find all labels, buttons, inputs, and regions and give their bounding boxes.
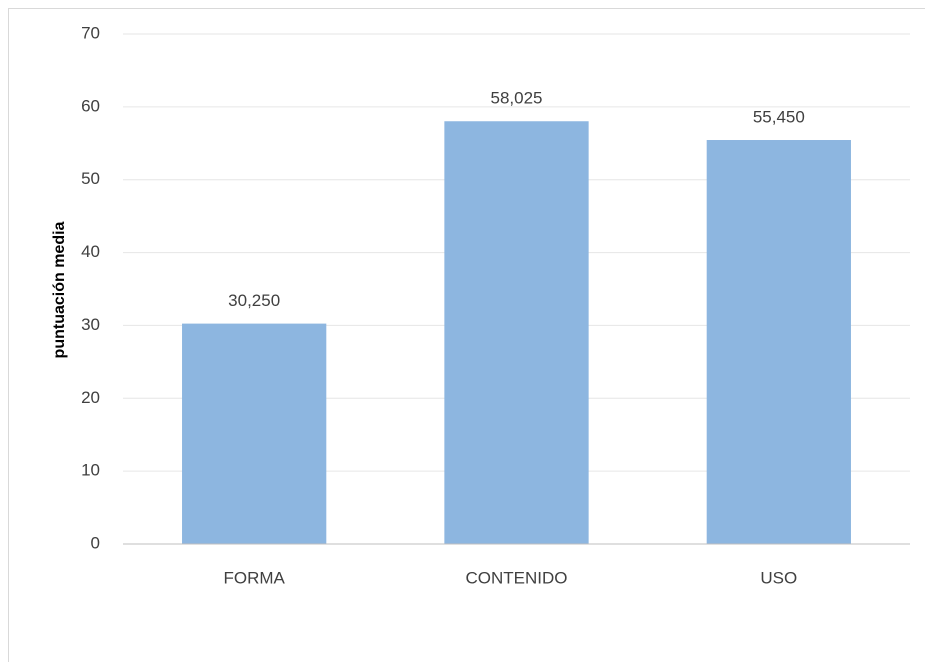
y-tick-label: 40 — [81, 242, 100, 261]
x-tick-label: CONTENIDO — [466, 568, 568, 587]
y-tick-label: 10 — [81, 461, 100, 480]
value-label: 58,025 — [491, 89, 543, 108]
chart-border — [8, 8, 925, 662]
y-tick-label: 20 — [81, 388, 100, 407]
bar — [706, 140, 851, 544]
y-axis-label: puntuación media — [51, 221, 68, 358]
bar — [444, 121, 589, 544]
y-tick-label: 50 — [81, 169, 100, 188]
y-tick-label: 0 — [91, 533, 100, 552]
y-tick-label: 30 — [81, 315, 100, 334]
y-tick-label: 70 — [81, 23, 100, 42]
bar — [182, 323, 327, 544]
y-tick-label: 60 — [81, 96, 100, 115]
value-label: 30,250 — [228, 291, 280, 310]
x-tick-label: USO — [760, 568, 797, 587]
value-label: 55,450 — [753, 107, 805, 126]
x-tick-label: FORMA — [223, 568, 285, 587]
